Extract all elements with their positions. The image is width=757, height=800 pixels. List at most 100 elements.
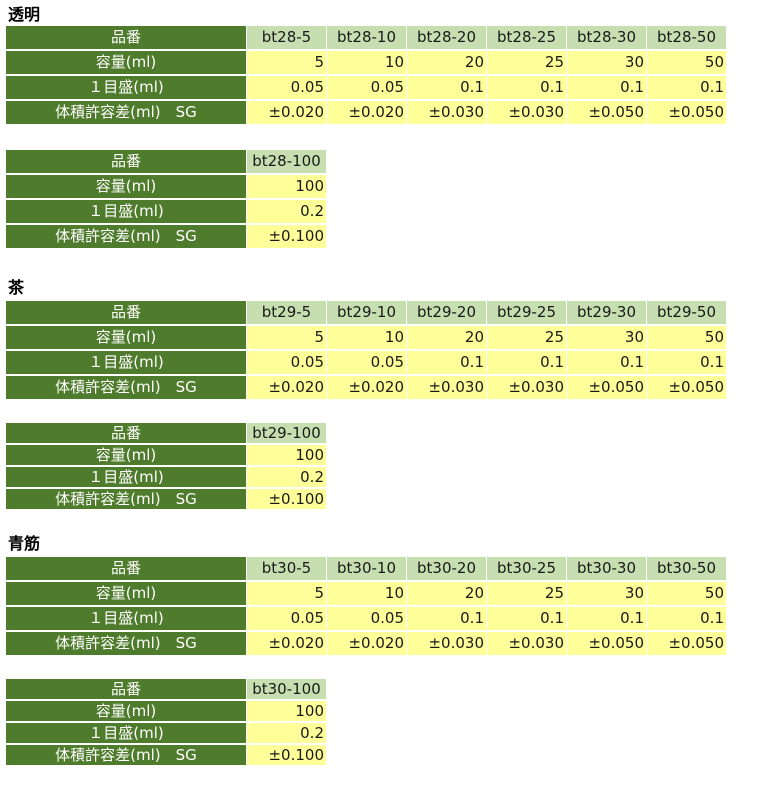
part-code-cell: bt28-30 [567, 26, 646, 49]
row-label-capacity: 容量(ml) [6, 582, 246, 605]
tolerance-cell: ±0.100 [247, 225, 326, 248]
capacity-cell: 30 [567, 51, 646, 74]
table-row-capacity: 容量(ml) 100 [6, 445, 326, 465]
tolerance-cell: ±0.050 [567, 376, 646, 399]
graduation-cell: 0.05 [247, 76, 326, 99]
part-code-cell: bt29-25 [487, 301, 566, 324]
part-code-cell: bt28-25 [487, 26, 566, 49]
tolerance-cell: ±0.050 [647, 632, 726, 655]
capacity-cell: 5 [247, 51, 326, 74]
section-heading-brown: 茶 [8, 278, 25, 297]
capacity-cell: 20 [407, 582, 486, 605]
graduation-cell: 0.1 [487, 76, 566, 99]
capacity-cell: 10 [327, 51, 406, 74]
capacity-cell: 50 [647, 582, 726, 605]
tolerance-cell: ±0.100 [247, 489, 326, 509]
tolerance-cell: ±0.030 [487, 632, 566, 655]
graduation-cell: 0.1 [407, 351, 486, 374]
capacity-cell: 50 [647, 326, 726, 349]
tolerance-cell: ±0.030 [407, 376, 486, 399]
table-row-part-no: 品番 bt29-100 [6, 423, 326, 443]
part-code-cell: bt30-20 [407, 557, 486, 580]
row-label-tolerance: 体積許容差(ml) SG [6, 225, 246, 248]
graduation-cell: 0.05 [327, 76, 406, 99]
graduation-cell: 0.05 [327, 351, 406, 374]
graduation-cell: 0.1 [407, 607, 486, 630]
graduation-cell: 0.1 [647, 351, 726, 374]
capacity-cell: 20 [407, 51, 486, 74]
row-label-graduation: １目盛(ml) [6, 467, 246, 487]
table-row-capacity: 容量(ml) 100 [6, 175, 326, 198]
section-heading-clear: 透明 [8, 5, 41, 24]
spec-table-bt28-100: 品番 bt28-100 容量(ml) 100 １目盛(ml) 0.2 体積許容差… [5, 148, 327, 250]
capacity-cell: 30 [567, 582, 646, 605]
row-label-tolerance: 体積許容差(ml) SG [6, 632, 246, 655]
tolerance-cell: ±0.050 [567, 101, 646, 124]
table-row-part-no: 品番 bt29-5 bt29-10 bt29-20 bt29-25 bt29-3… [6, 301, 726, 324]
tolerance-cell: ±0.020 [247, 632, 326, 655]
part-code-cell: bt30-10 [327, 557, 406, 580]
capacity-cell: 100 [247, 175, 326, 198]
graduation-cell: 0.2 [247, 467, 326, 487]
graduation-cell: 0.2 [247, 723, 326, 743]
row-label-capacity: 容量(ml) [6, 445, 246, 465]
part-code-cell: bt29-50 [647, 301, 726, 324]
table-row-part-no: 品番 bt30-5 bt30-10 bt30-20 bt30-25 bt30-3… [6, 557, 726, 580]
capacity-cell: 50 [647, 51, 726, 74]
spec-table-bt28: 品番 bt28-5 bt28-10 bt28-20 bt28-25 bt28-3… [5, 24, 727, 126]
table-row-tolerance: 体積許容差(ml) SG ±0.100 [6, 225, 326, 248]
table-row-part-no: 品番 bt28-100 [6, 150, 326, 173]
part-code-cell: bt28-50 [647, 26, 726, 49]
row-label-part-no: 品番 [6, 26, 246, 49]
capacity-cell: 25 [487, 326, 566, 349]
tolerance-cell: ±0.050 [647, 376, 726, 399]
tolerance-cell: ±0.020 [327, 101, 406, 124]
row-label-part-no: 品番 [6, 301, 246, 324]
row-label-tolerance: 体積許容差(ml) SG [6, 745, 246, 765]
part-code-cell: bt29-5 [247, 301, 326, 324]
part-code-cell: bt28-100 [247, 150, 326, 173]
graduation-cell: 0.05 [247, 351, 326, 374]
row-label-graduation: １目盛(ml) [6, 76, 246, 99]
capacity-cell: 100 [247, 445, 326, 465]
spec-table-bt29-100: 品番 bt29-100 容量(ml) 100 １目盛(ml) 0.2 体積許容差… [5, 421, 327, 511]
table-row-part-no: 品番 bt28-5 bt28-10 bt28-20 bt28-25 bt28-3… [6, 26, 726, 49]
tolerance-cell: ±0.030 [487, 101, 566, 124]
part-code-cell: bt29-10 [327, 301, 406, 324]
graduation-cell: 0.1 [567, 351, 646, 374]
graduation-cell: 0.1 [647, 76, 726, 99]
tolerance-cell: ±0.020 [247, 376, 326, 399]
tolerance-cell: ±0.020 [247, 101, 326, 124]
row-label-graduation: １目盛(ml) [6, 607, 246, 630]
capacity-cell: 10 [327, 326, 406, 349]
row-label-tolerance: 体積許容差(ml) SG [6, 489, 246, 509]
part-code-cell: bt30-5 [247, 557, 326, 580]
capacity-cell: 20 [407, 326, 486, 349]
table-row-graduation: １目盛(ml) 0.05 0.05 0.1 0.1 0.1 0.1 [6, 76, 726, 99]
tolerance-cell: ±0.050 [647, 101, 726, 124]
tolerance-cell: ±0.020 [327, 376, 406, 399]
row-label-part-no: 品番 [6, 557, 246, 580]
capacity-cell: 25 [487, 582, 566, 605]
row-label-graduation: １目盛(ml) [6, 723, 246, 743]
table-row-graduation: １目盛(ml) 0.2 [6, 200, 326, 223]
table-row-tolerance: 体積許容差(ml) SG ±0.100 [6, 745, 326, 765]
tolerance-cell: ±0.020 [327, 632, 406, 655]
table-row-graduation: １目盛(ml) 0.05 0.05 0.1 0.1 0.1 0.1 [6, 607, 726, 630]
graduation-cell: 0.1 [647, 607, 726, 630]
tolerance-cell: ±0.100 [247, 745, 326, 765]
row-label-capacity: 容量(ml) [6, 51, 246, 74]
tolerance-cell: ±0.030 [407, 101, 486, 124]
capacity-cell: 10 [327, 582, 406, 605]
spec-table-bt30-100: 品番 bt30-100 容量(ml) 100 １目盛(ml) 0.2 体積許容差… [5, 677, 327, 767]
row-label-graduation: １目盛(ml) [6, 200, 246, 223]
row-label-tolerance: 体積許容差(ml) SG [6, 101, 246, 124]
graduation-cell: 0.05 [327, 607, 406, 630]
capacity-cell: 100 [247, 701, 326, 721]
row-label-capacity: 容量(ml) [6, 175, 246, 198]
tolerance-cell: ±0.050 [567, 632, 646, 655]
graduation-cell: 0.2 [247, 200, 326, 223]
part-code-cell: bt30-25 [487, 557, 566, 580]
table-row-capacity: 容量(ml) 5 10 20 25 30 50 [6, 51, 726, 74]
table-row-graduation: １目盛(ml) 0.05 0.05 0.1 0.1 0.1 0.1 [6, 351, 726, 374]
